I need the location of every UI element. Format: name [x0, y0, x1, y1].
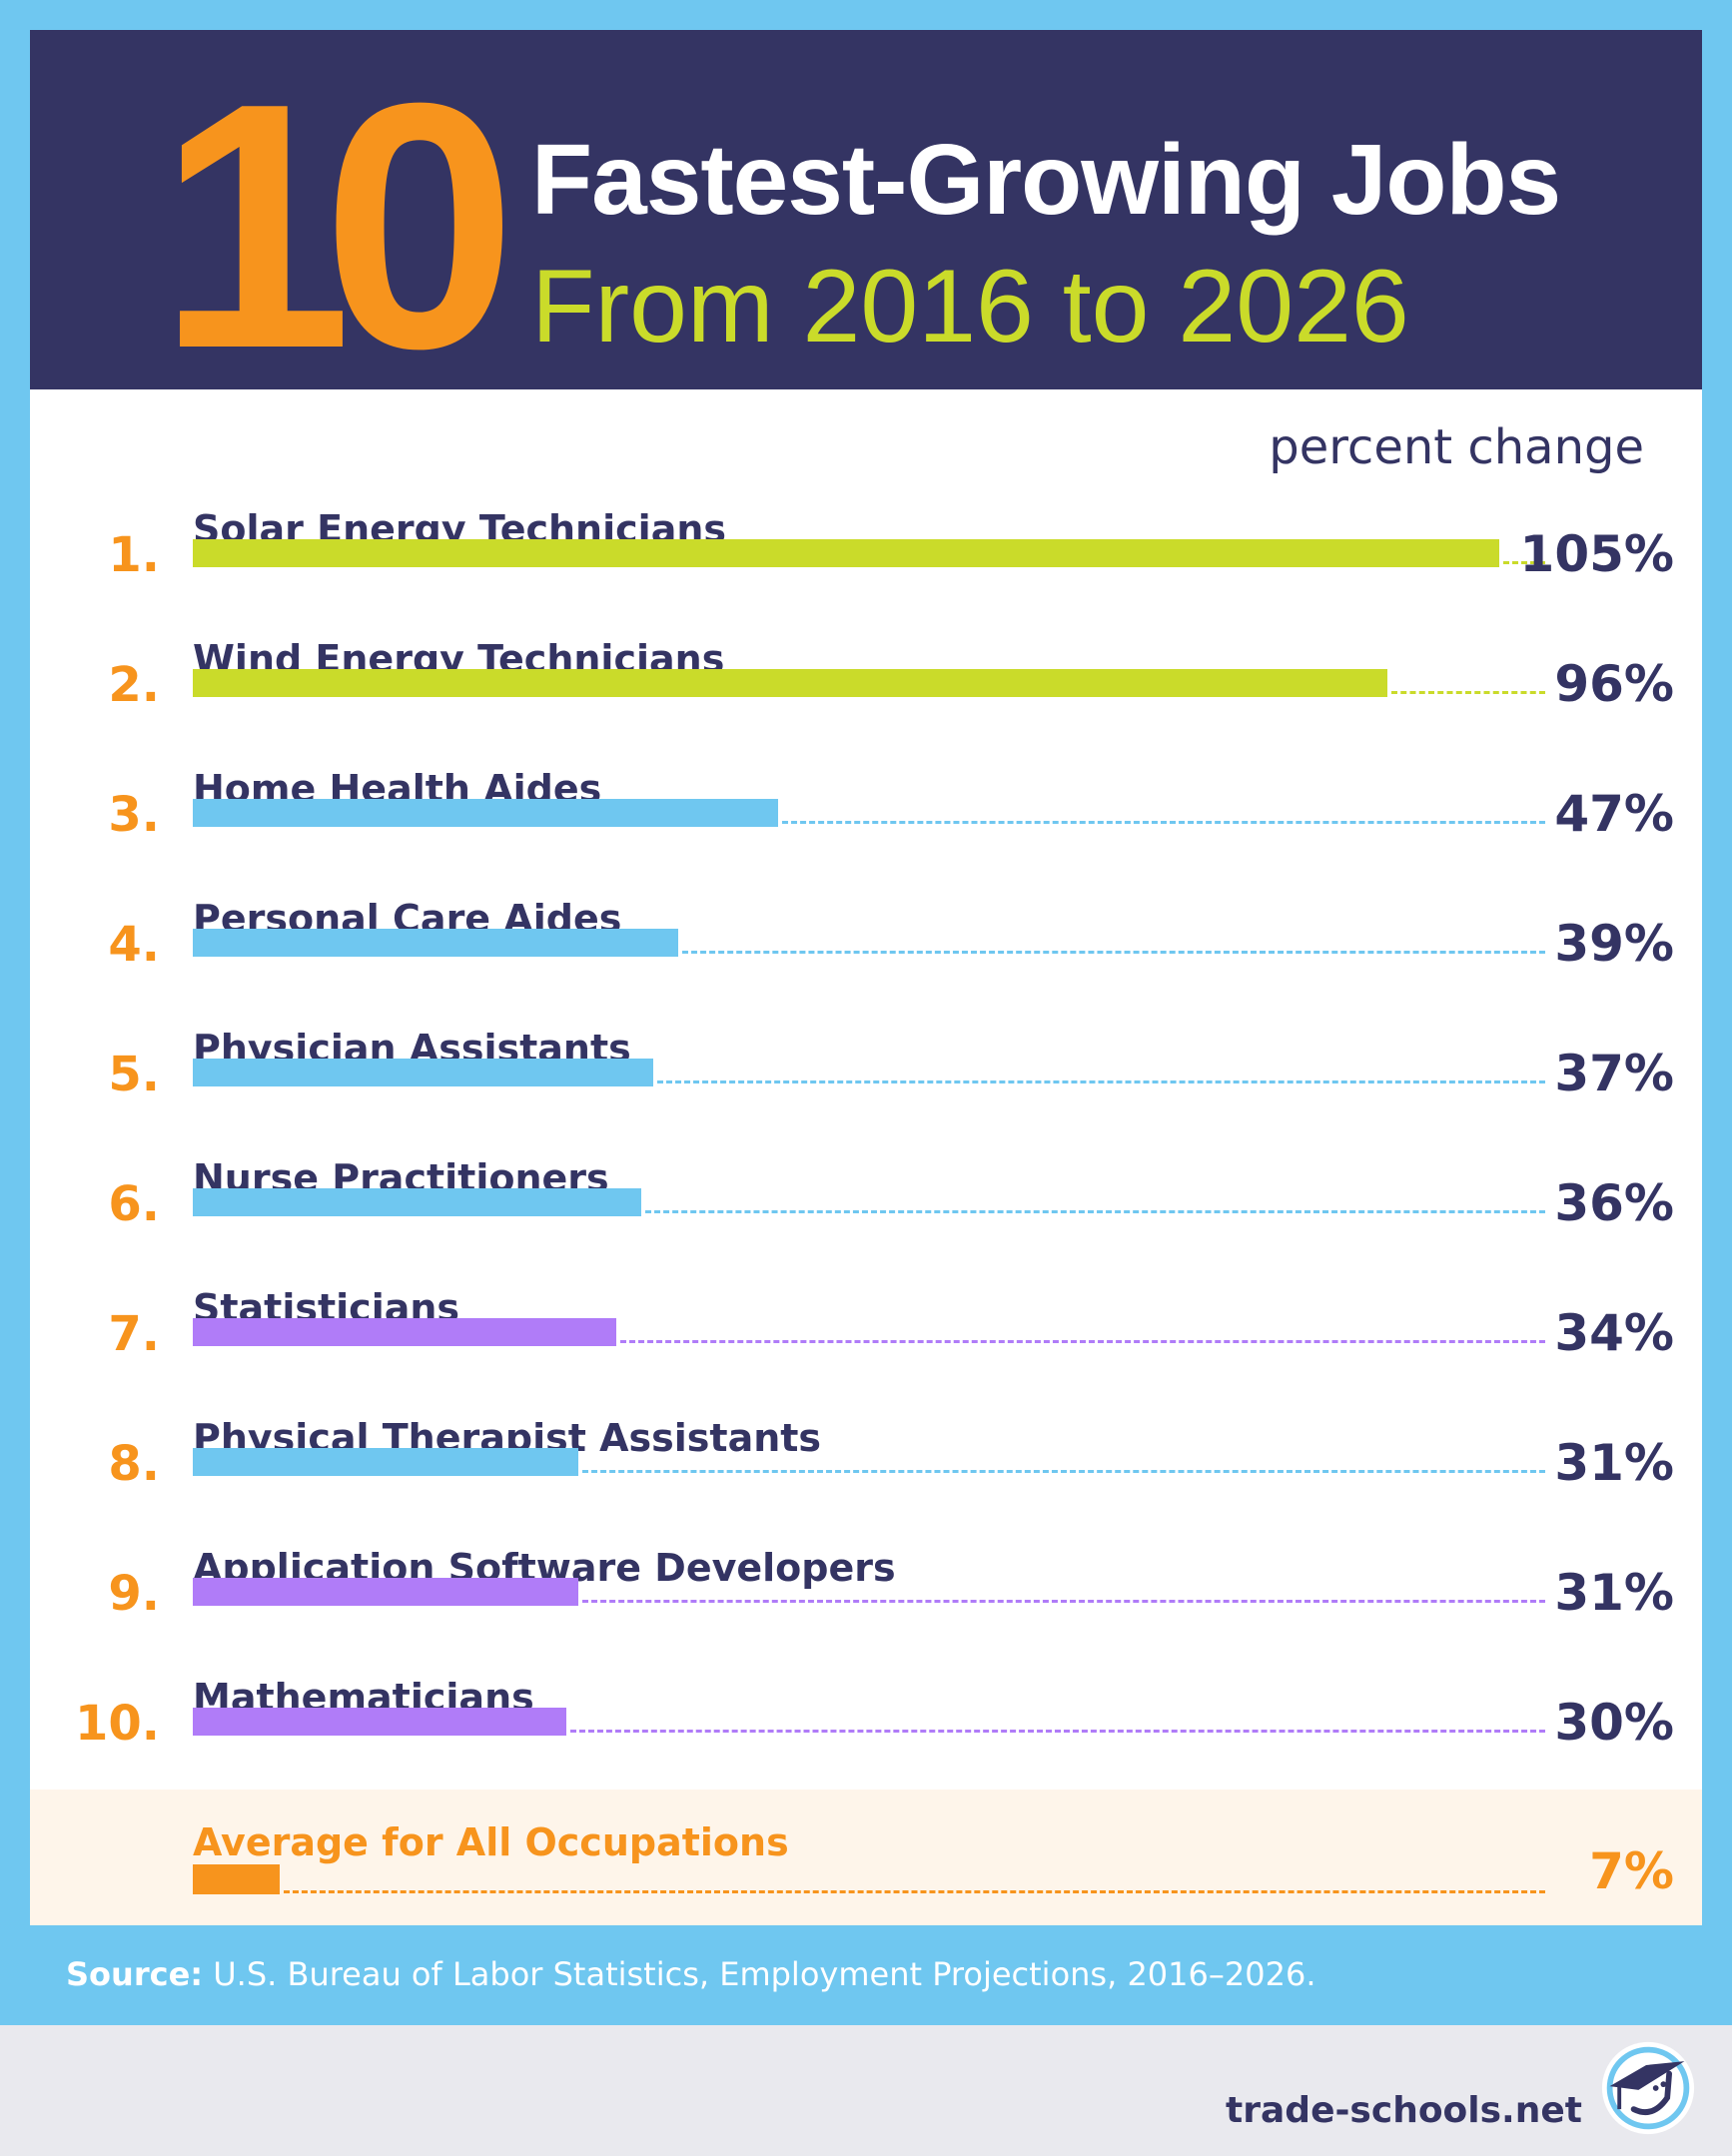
- bar: [193, 1448, 579, 1476]
- leader-line: [681, 951, 1545, 954]
- leader-line: [582, 1600, 1545, 1603]
- page-subtitle: From 2016 to 2026: [531, 249, 1409, 364]
- header-number: 10: [158, 31, 516, 421]
- value-label: 36%: [1554, 1174, 1674, 1232]
- chart-panel: percent change Solar Energy Technicians 1…: [30, 389, 1702, 1925]
- bar: [193, 1318, 616, 1346]
- rank-number: 3.: [108, 787, 160, 843]
- value-label: 31%: [1554, 1434, 1674, 1492]
- graduation-cap-logo-icon: [1601, 2041, 1695, 2135]
- value-label: 105%: [1519, 525, 1674, 583]
- value-label: 31%: [1554, 1564, 1674, 1622]
- source-text: U.S. Bureau of Labor Statistics, Employm…: [203, 1955, 1316, 1993]
- rank-number: 10.: [74, 1696, 160, 1752]
- bar: [193, 669, 1388, 697]
- average-leader-line: [284, 1890, 1545, 1893]
- bar: [193, 1059, 654, 1086]
- rank-number: 1.: [108, 527, 160, 583]
- rank-number: 2.: [108, 657, 160, 713]
- source-prefix: Source:: [66, 1955, 204, 1993]
- leader-line: [582, 1470, 1545, 1473]
- rank-number: 7.: [108, 1306, 160, 1362]
- rank-number: 4.: [108, 917, 160, 973]
- header: 10 Fastest-Growing Jobs From 2016 to 202…: [30, 30, 1702, 401]
- bar: [193, 799, 778, 827]
- leader-line: [781, 821, 1545, 824]
- unit-label: percent change: [1269, 419, 1644, 475]
- bar: [193, 1188, 641, 1216]
- leader-line: [1503, 561, 1545, 564]
- leader-line: [569, 1730, 1545, 1733]
- leader-line: [619, 1340, 1545, 1343]
- value-label: 37%: [1554, 1045, 1674, 1102]
- value-label: 47%: [1554, 785, 1674, 843]
- source-note: Source: U.S. Bureau of Labor Statistics,…: [66, 1955, 1315, 1993]
- bar: [193, 539, 1500, 567]
- average-label: Average for All Occupations: [193, 1820, 789, 1864]
- page-title: Fastest-Growing Jobs: [531, 124, 1561, 236]
- value-label: 39%: [1554, 915, 1674, 973]
- bar: [193, 929, 678, 957]
- rank-number: 9.: [108, 1566, 160, 1622]
- value-label: 34%: [1554, 1304, 1674, 1362]
- value-label: 30%: [1554, 1694, 1674, 1752]
- leader-line: [657, 1080, 1545, 1083]
- leader-line: [644, 1210, 1545, 1213]
- bar: [193, 1708, 566, 1736]
- brand-name: trade-schools.net: [1226, 2090, 1582, 2131]
- rank-number: 5.: [108, 1047, 160, 1102]
- average-bar: [193, 1864, 281, 1894]
- average-section: [30, 1790, 1702, 1925]
- average-value: 7%: [1589, 1842, 1674, 1900]
- rank-number: 8.: [108, 1436, 160, 1492]
- leader-line: [1391, 691, 1545, 694]
- rank-number: 6.: [108, 1176, 160, 1232]
- bar: [193, 1578, 579, 1606]
- value-label: 96%: [1554, 655, 1674, 713]
